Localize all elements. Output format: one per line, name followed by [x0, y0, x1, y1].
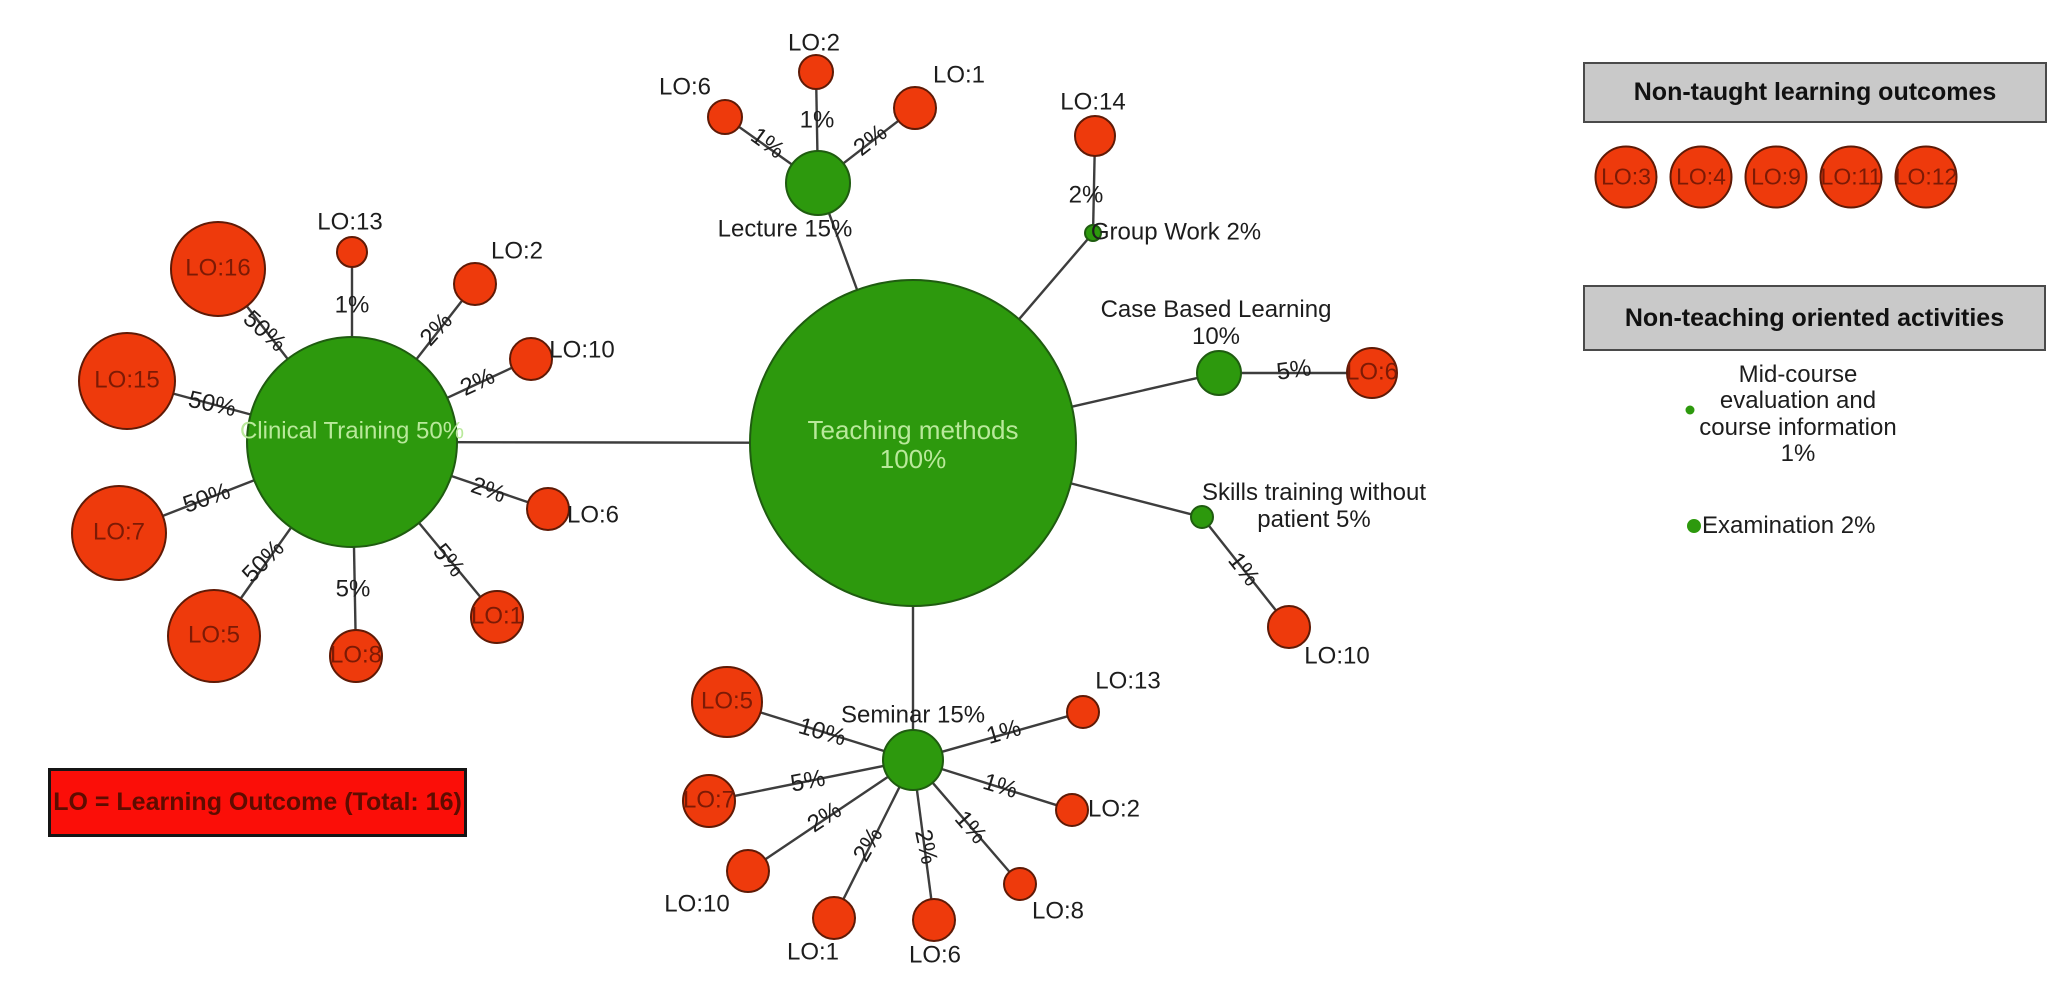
node-cl16 [170, 221, 266, 317]
examination-dot [1687, 519, 1701, 533]
edge-clinical-cl7 [162, 479, 255, 518]
node-se7 [682, 774, 736, 828]
non-taught-lo-circle: LO:12 [1894, 145, 1958, 209]
node-gw14 [1074, 115, 1116, 157]
node-lecture [785, 150, 851, 216]
non-taught-lo-circle: LO:4 [1669, 145, 1733, 209]
node-cl15 [78, 332, 176, 430]
node-cl6 [526, 487, 570, 531]
node-cl2 [453, 262, 497, 306]
non-taught-lo-circle: LO:11 [1819, 145, 1883, 209]
lo-definition-box: LO = Learning Outcome (Total: 16) [48, 768, 467, 837]
edge-clinical-cl2 [415, 299, 464, 360]
node-cbl [1196, 350, 1242, 396]
node-skills [1190, 505, 1214, 529]
edge-seminar-se10 [764, 775, 889, 861]
edge-teaching-lecture [827, 212, 859, 291]
node-clinical [246, 336, 458, 548]
node-seminar [882, 729, 944, 791]
edge-groupwork-gw14 [1092, 155, 1096, 226]
non-taught-title: Non-taught learning outcomes [1633, 78, 1997, 106]
edge-seminar-se5 [760, 711, 885, 753]
edge-seminar-se6 [915, 789, 933, 900]
node-cl8 [329, 629, 383, 683]
node-cl7 [71, 485, 167, 581]
examination-label: Examination 2% [1702, 511, 1876, 539]
mid-course-label: Mid-course evaluation and course informa… [1699, 361, 1897, 468]
edge-clinical-cl6 [451, 474, 529, 504]
edge-clinical-cl10 [446, 366, 513, 399]
node-se13 [1066, 695, 1100, 729]
edge-clinical-cl15 [172, 392, 252, 416]
non-taught-lo-circle: LO:3 [1594, 145, 1658, 209]
node-sk10 [1267, 605, 1311, 649]
node-cl10 [509, 337, 553, 381]
edge-teaching-clinical [456, 441, 751, 444]
non-taught-box: Non-taught learning outcomes [1583, 62, 2047, 123]
edge-seminar-se1 [842, 786, 901, 900]
node-se1 [812, 896, 856, 940]
node-se6 [912, 898, 956, 942]
node-cl5 [167, 589, 261, 683]
node-se10 [726, 849, 770, 893]
node-se8 [1003, 867, 1037, 901]
edge-lecture-lec6 [738, 125, 793, 166]
edge-teaching-groupwork [1018, 238, 1089, 320]
node-lec6 [707, 99, 743, 135]
non-teaching-box: Non-teaching oriented activities [1583, 285, 2046, 351]
node-lec2 [798, 54, 834, 90]
edge-teaching-skills [1070, 482, 1192, 516]
edge-clinical-cl8 [352, 546, 357, 631]
edge-seminar-se8 [931, 781, 1011, 873]
edge-lecture-lec2 [815, 88, 819, 152]
lo-definition-text: LO = Learning Outcome (Total: 16) [53, 788, 462, 816]
mid-course-dot [1685, 405, 1695, 415]
node-se2 [1055, 793, 1089, 827]
node-lec1 [893, 86, 937, 130]
node-se5 [691, 666, 763, 738]
non-taught-lo-circle: LO:9 [1744, 145, 1808, 209]
edge-clinical-cl1 [418, 522, 482, 598]
edge-lecture-lec1 [842, 119, 900, 165]
edge-seminar-se7 [734, 764, 884, 798]
non-teaching-title: Non-teaching oriented activities [1624, 303, 2005, 332]
node-cl1 [470, 590, 524, 644]
edge-seminar-se13 [941, 715, 1068, 753]
node-cl13 [336, 236, 368, 268]
edge-skills-sk10 [1207, 524, 1277, 612]
node-groupwork [1084, 224, 1102, 242]
edge-seminar-se2 [941, 767, 1058, 807]
edge-clinical-cl16 [245, 305, 289, 360]
edge-clinical-cl5 [239, 526, 293, 600]
node-teaching [749, 279, 1077, 607]
node-cbl6 [1346, 347, 1398, 399]
edge-teaching-cbl [1071, 376, 1198, 408]
